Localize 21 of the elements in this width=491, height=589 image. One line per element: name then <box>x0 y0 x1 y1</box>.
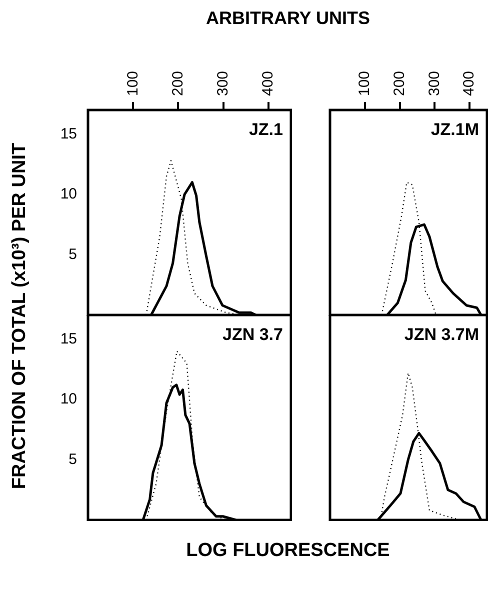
x-tick-label: 200 <box>169 70 186 96</box>
x-tick-label: 400 <box>460 70 478 96</box>
x-axis-title: ARBITRARY UNITS <box>204 8 371 29</box>
y-tick-label: 10 <box>60 390 77 408</box>
x-tick-label: 400 <box>260 70 277 96</box>
y-tick-label: 15 <box>60 330 77 348</box>
x-tick-label: 300 <box>214 70 232 96</box>
x-tick-label: 200 <box>390 70 408 96</box>
y-tick-label: 10 <box>60 186 77 203</box>
text: JZN 3.7M <box>404 325 479 344</box>
y-tick-label: 5 <box>68 246 77 263</box>
x-tick-label: 300 <box>426 70 443 96</box>
text: JZ.1 <box>248 120 283 140</box>
y-tick-label: 5 <box>68 450 77 468</box>
text: JZ.1M <box>430 120 479 140</box>
x-tick-label: 100 <box>124 70 142 96</box>
x-axis-title: LOG FLUORESCENCE <box>185 540 391 562</box>
x-tick-label: 100 <box>356 70 374 96</box>
y-tick-label: 15 <box>60 125 77 142</box>
text: JZN 3.7 <box>222 325 283 344</box>
y-axis-title: FRACTION OF TOTAL (x10³) PER UNIT <box>9 142 31 492</box>
